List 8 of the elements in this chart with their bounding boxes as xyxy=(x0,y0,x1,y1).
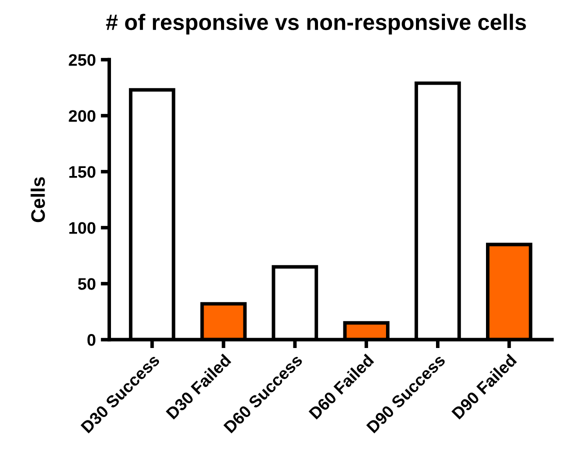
y-tick-label: 100 xyxy=(69,222,96,234)
y-tick-label: 200 xyxy=(68,110,96,122)
y-axis-title: Cells xyxy=(30,177,45,222)
y-tick-label: 50 xyxy=(78,278,96,290)
y-tick-label: 150 xyxy=(69,166,96,178)
y-tick-label: 0 xyxy=(87,334,96,346)
chart-title: # of responsive vs non-responsive cells xyxy=(106,14,526,34)
y-tick-label: 250 xyxy=(68,54,96,66)
